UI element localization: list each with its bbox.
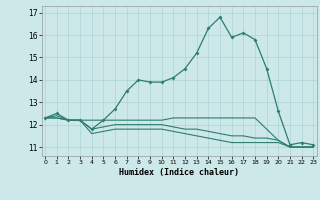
X-axis label: Humidex (Indice chaleur): Humidex (Indice chaleur) [119,168,239,177]
